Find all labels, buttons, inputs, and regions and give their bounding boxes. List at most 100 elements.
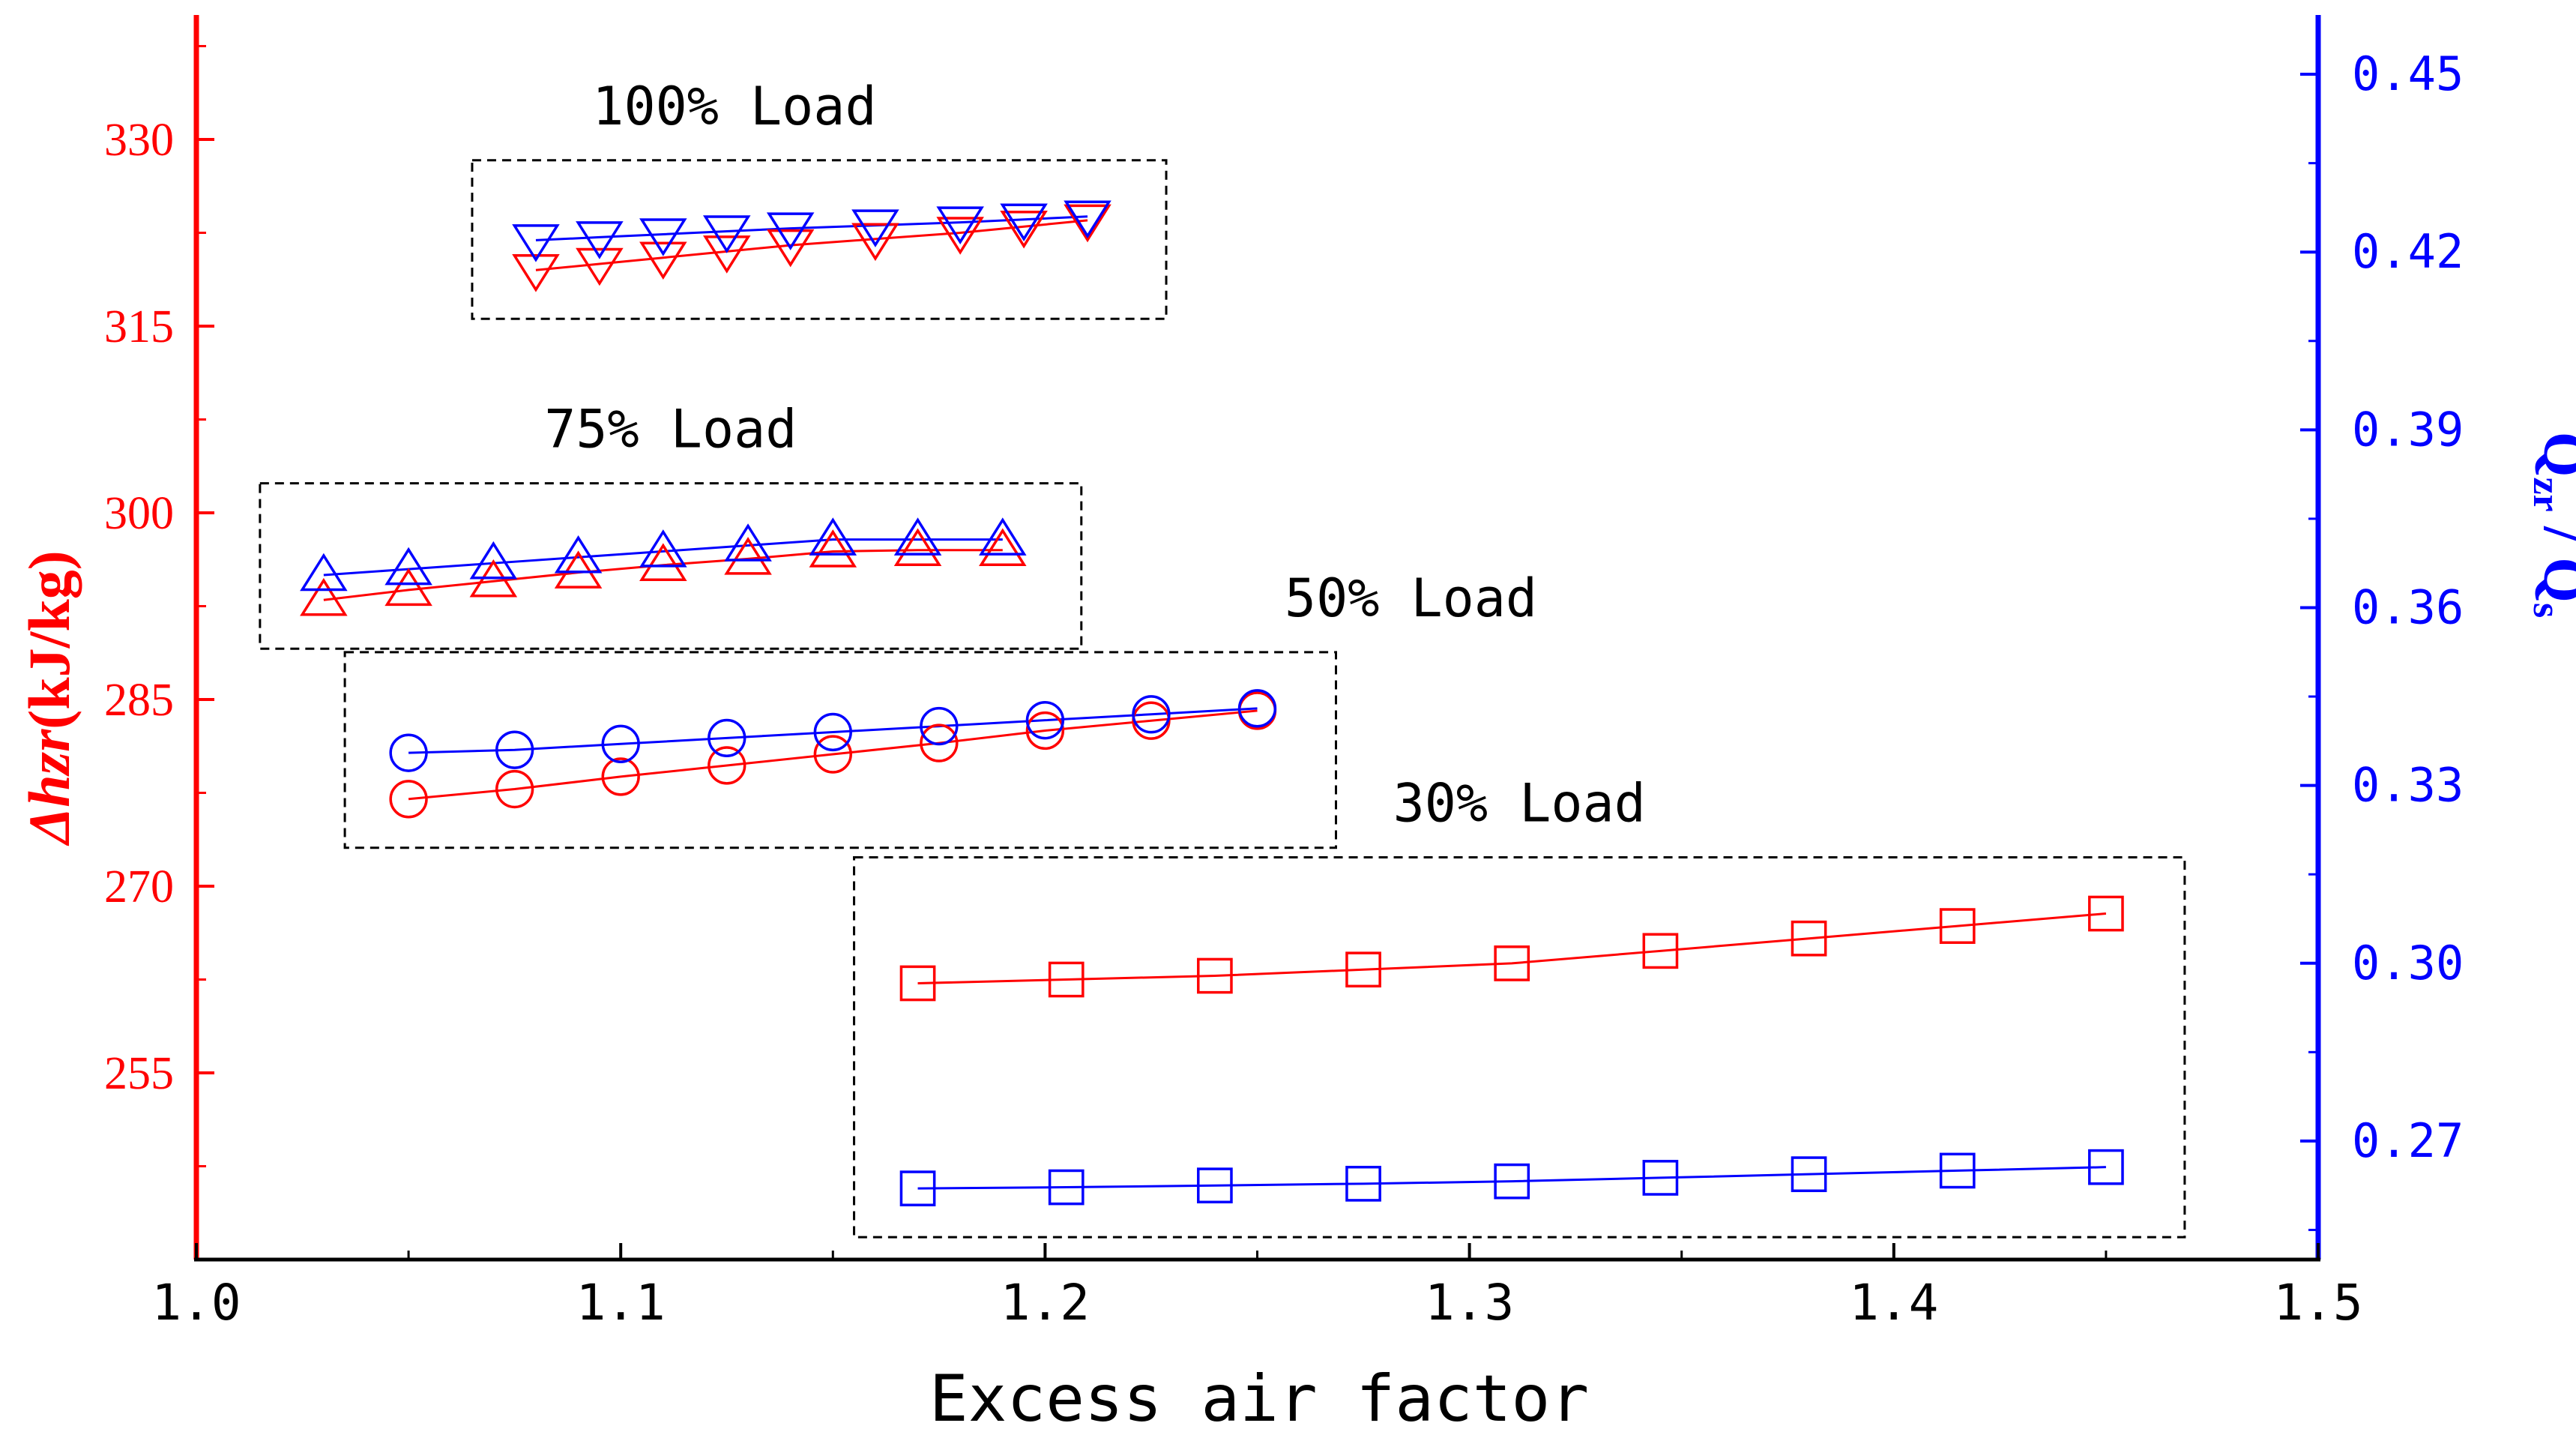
point-q-30-load: [1642, 1160, 1679, 1196]
point-q-50-load: [708, 718, 746, 758]
y-right-tick-label: 0.36: [2352, 580, 2464, 634]
point-dh-100-load: [512, 254, 560, 292]
x-axis-title: Excess air factor: [929, 1362, 1589, 1432]
point-dh-30-load: [1197, 957, 1233, 994]
point-q-30-load: [1197, 1167, 1233, 1204]
point-q-30-load: [899, 1170, 936, 1206]
group-label-100-load: 100% Load: [592, 76, 876, 137]
point-q-75-load: [384, 547, 432, 586]
group-box-75-load: [259, 482, 1083, 650]
x-tick-label: 1.4: [1849, 1274, 1938, 1332]
point-q-50-load: [601, 724, 640, 763]
point-dh-75-load: [979, 528, 1027, 567]
point-q-50-load: [813, 712, 852, 752]
point-q-75-load: [979, 517, 1027, 556]
y-left-tick-label: 315: [104, 301, 174, 352]
point-dh-100-load: [936, 217, 984, 255]
series-line-q-100-load: [535, 215, 1088, 241]
series-line-dh-100-load: [535, 219, 1088, 271]
group-boxes: [259, 159, 2186, 1239]
y-left-axis-title-symbol: Δhzr: [16, 729, 82, 846]
point-dh-75-load: [384, 568, 432, 607]
x-tick-label: 1.3: [1425, 1274, 1514, 1332]
x-tick-label: 1.1: [576, 1274, 666, 1332]
point-q-75-load: [893, 517, 942, 556]
y-left-tick-label: 300: [104, 488, 174, 539]
point-q-50-load: [389, 733, 428, 772]
point-dh-50-load: [708, 746, 746, 785]
point-dh-50-load: [495, 769, 534, 809]
point-q-100-load: [576, 221, 624, 259]
point-dh-30-load: [1345, 951, 1381, 988]
x-ticks: 1.0 1.1 1.2 1.3 1.4 1.5: [151, 1243, 2363, 1332]
group-label-30-load: 30% Load: [1393, 773, 1646, 834]
point-q-30-load: [1494, 1163, 1530, 1200]
point-q-75-load: [469, 541, 518, 580]
y-right-tick-label: 0.33: [2352, 758, 2464, 813]
point-dh-75-load: [554, 550, 603, 589]
point-q-100-load: [512, 224, 560, 262]
point-dh-100-load: [851, 223, 899, 262]
point-q-75-load: [554, 535, 603, 574]
point-dh-30-load: [2088, 895, 2124, 932]
point-dh-50-load: [601, 757, 640, 796]
point-q-50-load: [1237, 689, 1277, 728]
x-tick-label: 1.2: [1001, 1274, 1090, 1332]
point-dh-50-load: [389, 780, 428, 819]
group-labels: 100% Load 75% Load 50% Load 30% Load: [544, 76, 1646, 834]
y-left-tick-label: 255: [104, 1048, 174, 1099]
point-dh-30-load: [1939, 908, 1976, 944]
point-dh-100-load: [702, 235, 751, 274]
point-q-100-load: [766, 212, 815, 250]
series-line-dh-30-load: [917, 912, 2107, 984]
point-dh-30-load: [1048, 961, 1085, 998]
y-right-tick-label: 0.42: [2352, 224, 2464, 279]
series-line-q-50-load: [408, 707, 1258, 754]
point-dh-30-load: [899, 965, 936, 1002]
point-q-30-load: [1791, 1156, 1827, 1193]
series-line-dh-50-load: [408, 709, 1258, 801]
point-dh-75-load: [809, 529, 857, 568]
y-left-ticks: 255 270 285 300 315 330: [104, 45, 214, 1167]
x-tick-label: 1.5: [2273, 1274, 2362, 1332]
series-line-q-75-load: [323, 538, 1003, 577]
group-box-100-load: [471, 159, 1168, 320]
point-q-50-load: [920, 706, 959, 746]
series-markers: [300, 200, 2124, 1206]
point-dh-75-load: [724, 537, 772, 575]
point-dh-30-load: [1791, 920, 1827, 957]
y-left-axis-title-unit: (kJ/kg): [16, 550, 82, 729]
group-label-75-load: 75% Load: [544, 399, 797, 460]
point-dh-75-load: [300, 577, 348, 616]
point-q-75-load: [300, 553, 348, 592]
point-q-100-load: [1064, 200, 1111, 239]
point-q-30-load: [2088, 1149, 2124, 1185]
point-q-100-load: [639, 218, 687, 256]
point-q-100-load: [936, 206, 984, 244]
y-right-ticks: 0.27 0.30 0.33 0.36 0.39 0.42 0.45: [2300, 46, 2464, 1231]
point-q-50-load: [1025, 700, 1065, 740]
series-lines: [323, 215, 2107, 1190]
point-dh-50-load: [813, 735, 852, 774]
point-dh-100-load: [1064, 204, 1111, 243]
group-label-50-load: 50% Load: [1285, 568, 1537, 629]
point-q-75-load: [809, 517, 857, 556]
group-box-50-load: [343, 651, 1338, 849]
point-dh-100-load: [576, 247, 624, 286]
point-dh-100-load: [639, 241, 687, 280]
point-q-100-load: [702, 215, 751, 253]
point-q-30-load: [1048, 1169, 1085, 1206]
point-q-50-load: [495, 730, 534, 769]
point-q-30-load: [1939, 1152, 1976, 1189]
point-dh-100-load: [766, 229, 815, 268]
y-left-axis-title: Δhzr(kJ/kg): [16, 550, 82, 846]
point-q-50-load: [1132, 695, 1171, 734]
group-box-30-load: [853, 856, 2186, 1239]
point-q-75-load: [724, 523, 772, 562]
point-dh-30-load: [1642, 933, 1679, 969]
y-left-tick-label: 285: [104, 675, 174, 726]
point-dh-100-load: [1000, 210, 1048, 249]
y-left-tick-label: 330: [104, 115, 174, 166]
y-right-tick-label: 0.30: [2352, 936, 2464, 990]
